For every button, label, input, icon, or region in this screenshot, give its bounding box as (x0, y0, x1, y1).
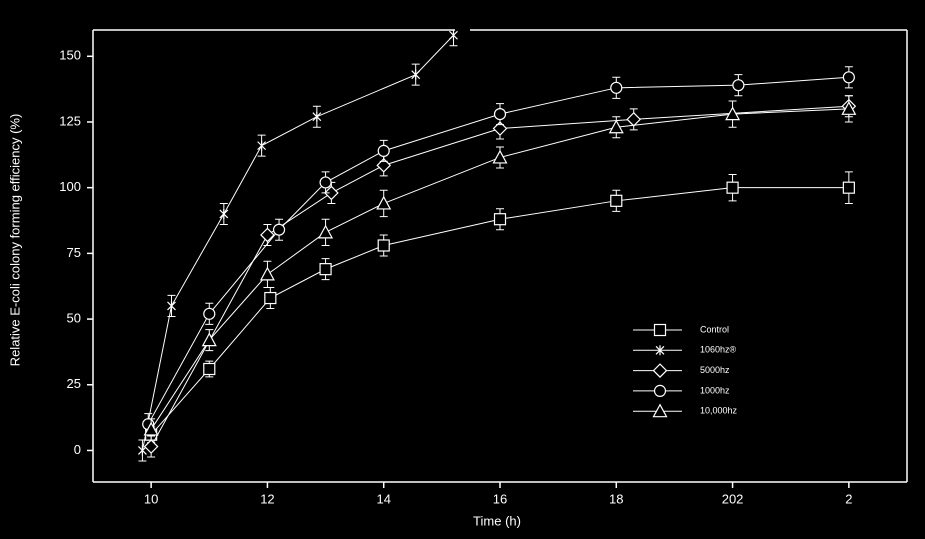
legend-label: 5000hz (700, 365, 730, 375)
legend-marker (652, 403, 668, 418)
y-tick-label: 125 (59, 113, 81, 128)
marker (143, 421, 159, 436)
marker (493, 213, 507, 226)
legend-label: 10,000hz (700, 406, 738, 416)
legend-label: 1060hz® (700, 345, 737, 355)
x-tick-label: 16 (493, 491, 507, 506)
marker (493, 107, 507, 121)
x-axis-label: Time (h) (473, 513, 521, 528)
x-tick-label: 10 (144, 491, 158, 506)
x-tick-label: 2 (845, 491, 852, 506)
legend-marker (653, 384, 667, 397)
plot-area (137, 30, 857, 462)
y-tick-label: 75 (67, 245, 81, 260)
y-tick-label: 150 (59, 48, 81, 63)
y-tick-label: 0 (74, 442, 81, 457)
marker (726, 181, 739, 194)
marker (324, 185, 339, 201)
y-tick-label: 50 (67, 311, 81, 326)
marker (167, 300, 176, 311)
marker (143, 439, 159, 454)
marker (842, 181, 855, 194)
marker (264, 291, 277, 305)
marker (319, 176, 332, 189)
marker (203, 362, 216, 376)
y-axis-label: Relative E-coli colony forming efficienc… (7, 114, 22, 367)
marker (312, 111, 322, 122)
marker (376, 157, 392, 173)
legend-label: Control (700, 324, 729, 334)
marker (272, 223, 286, 236)
marker (608, 119, 624, 134)
marker (376, 195, 392, 210)
marker (219, 208, 229, 219)
legend-marker (652, 363, 668, 378)
legend-marker (653, 323, 667, 337)
marker (842, 71, 855, 84)
marker (610, 81, 623, 94)
x-tick-label: 12 (260, 491, 274, 506)
marker (492, 121, 508, 136)
marker (319, 263, 332, 276)
marker (411, 69, 421, 80)
marker (318, 224, 334, 239)
y-tick-label: 100 (59, 179, 81, 194)
y-tick-label: 25 (67, 376, 81, 391)
marker (377, 144, 390, 157)
marker (201, 332, 217, 347)
x-tick-label: 18 (609, 491, 623, 506)
series-line (141, 34, 454, 451)
marker (377, 239, 390, 252)
marker (626, 112, 642, 127)
marker (449, 30, 458, 41)
marker (260, 227, 275, 243)
marker (841, 101, 857, 115)
marker (257, 140, 267, 151)
marker (610, 194, 623, 207)
marker (203, 307, 216, 320)
legend-label: 1000hz (700, 385, 730, 395)
marker (725, 106, 741, 121)
x-tick-label: 202 (722, 491, 744, 506)
x-tick-label: 14 (376, 491, 390, 506)
marker (492, 149, 508, 164)
legend-marker (655, 345, 665, 356)
marker (259, 266, 275, 281)
marker (732, 79, 745, 92)
